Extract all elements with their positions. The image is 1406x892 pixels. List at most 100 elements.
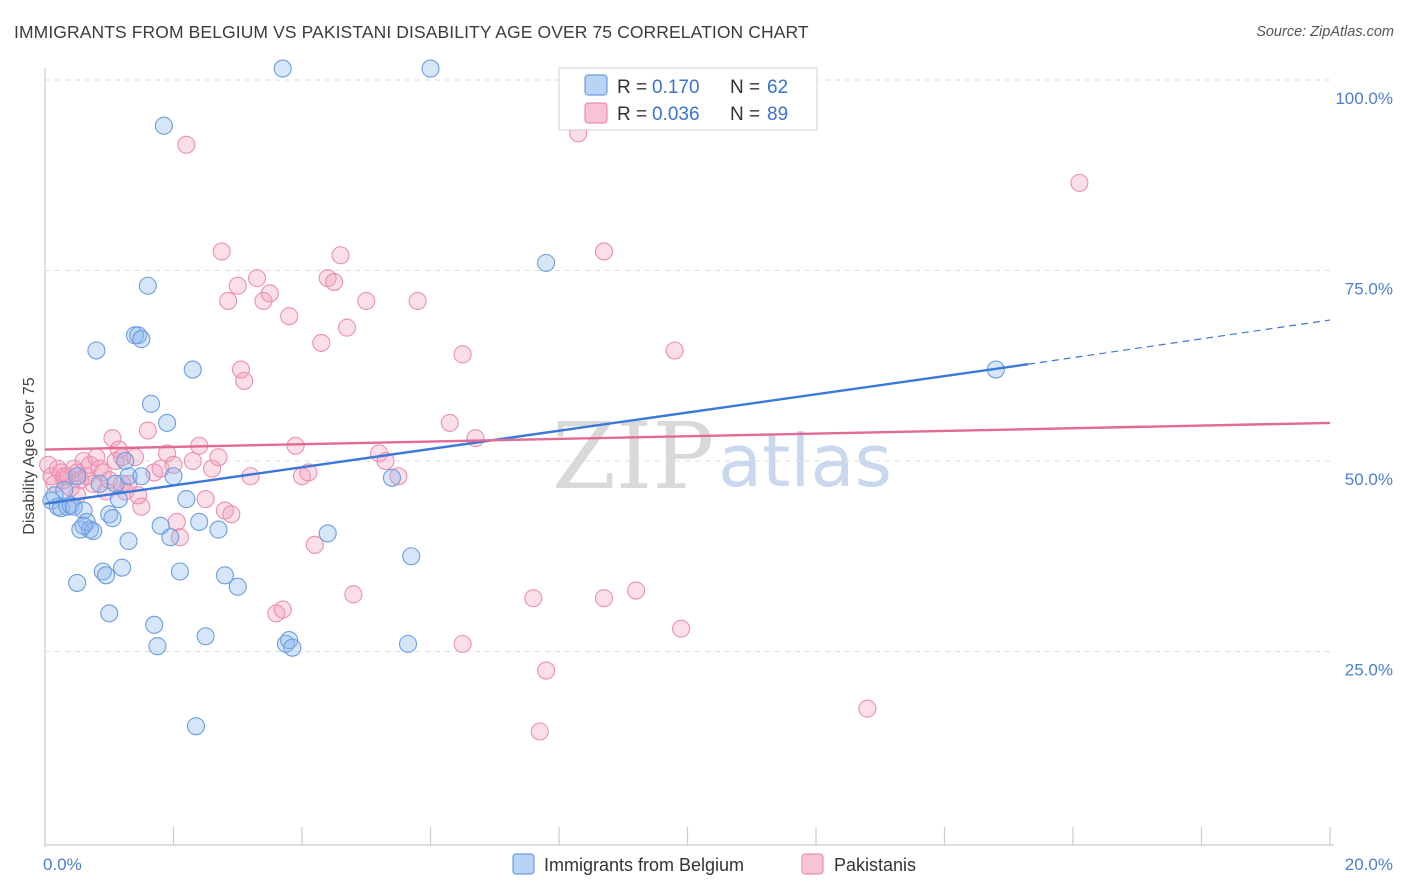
point-belgium-29 [132,467,151,486]
y-tick-label-75: 75.0% [1345,280,1393,299]
point-belgium-56 [537,253,556,272]
point-pakistanis-78 [594,589,614,608]
trend-pakistanis [44,421,1331,451]
point-belgium-33 [148,637,167,656]
point-belgium-4 [55,480,74,500]
point-pakistanis-43 [219,291,238,311]
point-belgium-17 [96,566,116,585]
legend-n-value-2: 89 [767,104,788,125]
legend-r-value-1: 0.170 [652,77,700,98]
point-pakistanis-31 [158,444,177,463]
point-belgium-43 [196,627,215,646]
point-pakistanis-27 [132,497,151,516]
point-pakistanis-17 [93,463,112,482]
point-pakistanis-81 [672,619,691,638]
point-pakistanis-46 [235,371,254,391]
point-pakistanis-56 [299,463,318,482]
point-belgium-45 [215,566,234,585]
point-belgium-38 [164,467,183,486]
point-pakistanis-79 [627,581,646,600]
y-tick-label-100: 100.0% [1335,89,1393,108]
legend-r-value-2: 0.036 [652,104,700,125]
point-pakistanis-28 [138,421,157,440]
point-pakistanis-69 [440,413,459,432]
point-belgium-58 [186,717,206,736]
point-belgium-24 [119,531,138,551]
point-belgium-40 [177,490,196,509]
chart-title: IMMIGRANTS FROM BELGIUM VS PAKISTANI DIS… [14,22,809,42]
point-pakistanis-52 [273,600,292,619]
series-belgium-points [42,59,1005,736]
point-belgium-35 [154,116,173,135]
point-pakistanis-67 [389,467,408,486]
trend-belgium-dashed [1027,319,1331,365]
point-belgium-8 [68,467,87,486]
point-belgium-36 [158,413,177,432]
point-pakistanis-39 [203,459,222,478]
series-legend: Immigrants from Belgium Pakistanis [512,853,916,875]
point-pakistanis-35 [177,135,196,154]
point-pakistanis-74 [537,661,556,680]
point-belgium-61 [68,573,87,592]
legend-r-label-1: R = [617,77,647,98]
point-belgium-42 [190,512,209,532]
point-belgium-59 [74,516,93,535]
x-tick-label-1: 20.0% [1345,855,1393,874]
point-pakistanis-58 [312,333,331,352]
point-pakistanis-36 [183,451,202,471]
point-pakistanis-72 [453,634,472,653]
point-belgium-23 [116,451,135,471]
point-belgium-39 [170,562,189,581]
y-tick-label-50: 50.0% [1345,470,1393,489]
point-belgium-60 [103,509,122,528]
point-pakistanis-87 [222,505,241,524]
point-belgium-28 [132,330,151,349]
legend-label-pakistanis: Pakistanis [834,855,916,875]
series-pakistanis-points [39,124,1089,741]
y-axis-label: Disability Age Over 75 [21,377,38,535]
point-belgium-10 [74,501,93,520]
point-belgium-46 [228,577,247,596]
point-belgium-30 [138,276,157,295]
point-pakistanis-44 [228,276,247,295]
point-belgium-25 [119,467,138,486]
point-pakistanis-42 [212,242,231,261]
legend-swatch-blue [584,74,608,96]
point-belgium-51 [318,524,337,543]
point-pakistanis-75 [530,722,549,741]
legend-n-label-2: N = [730,104,760,125]
point-pakistanis-77 [594,242,614,261]
point-pakistanis-64 [357,291,376,311]
point-belgium-41 [183,360,202,379]
point-pakistanis-38 [196,490,215,509]
point-pakistanis-83 [1070,173,1089,192]
point-pakistanis-60 [325,272,344,291]
point-pakistanis-80 [665,341,684,360]
point-belgium-22 [113,558,132,577]
point-pakistanis-70 [453,345,472,364]
point-belgium-7 [64,497,83,516]
point-pakistanis-63 [344,585,363,604]
point-belgium-54 [402,547,421,566]
point-belgium-15 [90,474,109,493]
point-belgium-53 [398,634,418,653]
point-belgium-55 [421,59,440,78]
trend-belgium-solid [44,363,1029,505]
point-pakistanis-33 [167,512,186,532]
point-belgium-14 [87,341,106,360]
point-pakistanis-73 [524,589,543,608]
point-pakistanis-62 [337,318,357,337]
legend-r-label-2: R = [617,104,647,125]
tick-labels: 25.0% 50.0% 75.0% 100.0% 0.0% 20.0% [43,89,1393,874]
point-pakistanis-45 [231,360,251,379]
point-belgium-47 [273,59,292,78]
point-pakistanis-82 [858,699,877,718]
correlation-legend: R = 0.170 N = 62 R = 0.036 N = 89 [558,67,818,131]
point-belgium-32 [145,615,164,634]
legend-swatch-belgium [512,853,535,875]
point-belgium-52 [382,468,402,487]
point-belgium-13 [84,522,103,541]
point-pakistanis-49 [254,291,273,311]
point-belgium-50 [283,638,302,657]
